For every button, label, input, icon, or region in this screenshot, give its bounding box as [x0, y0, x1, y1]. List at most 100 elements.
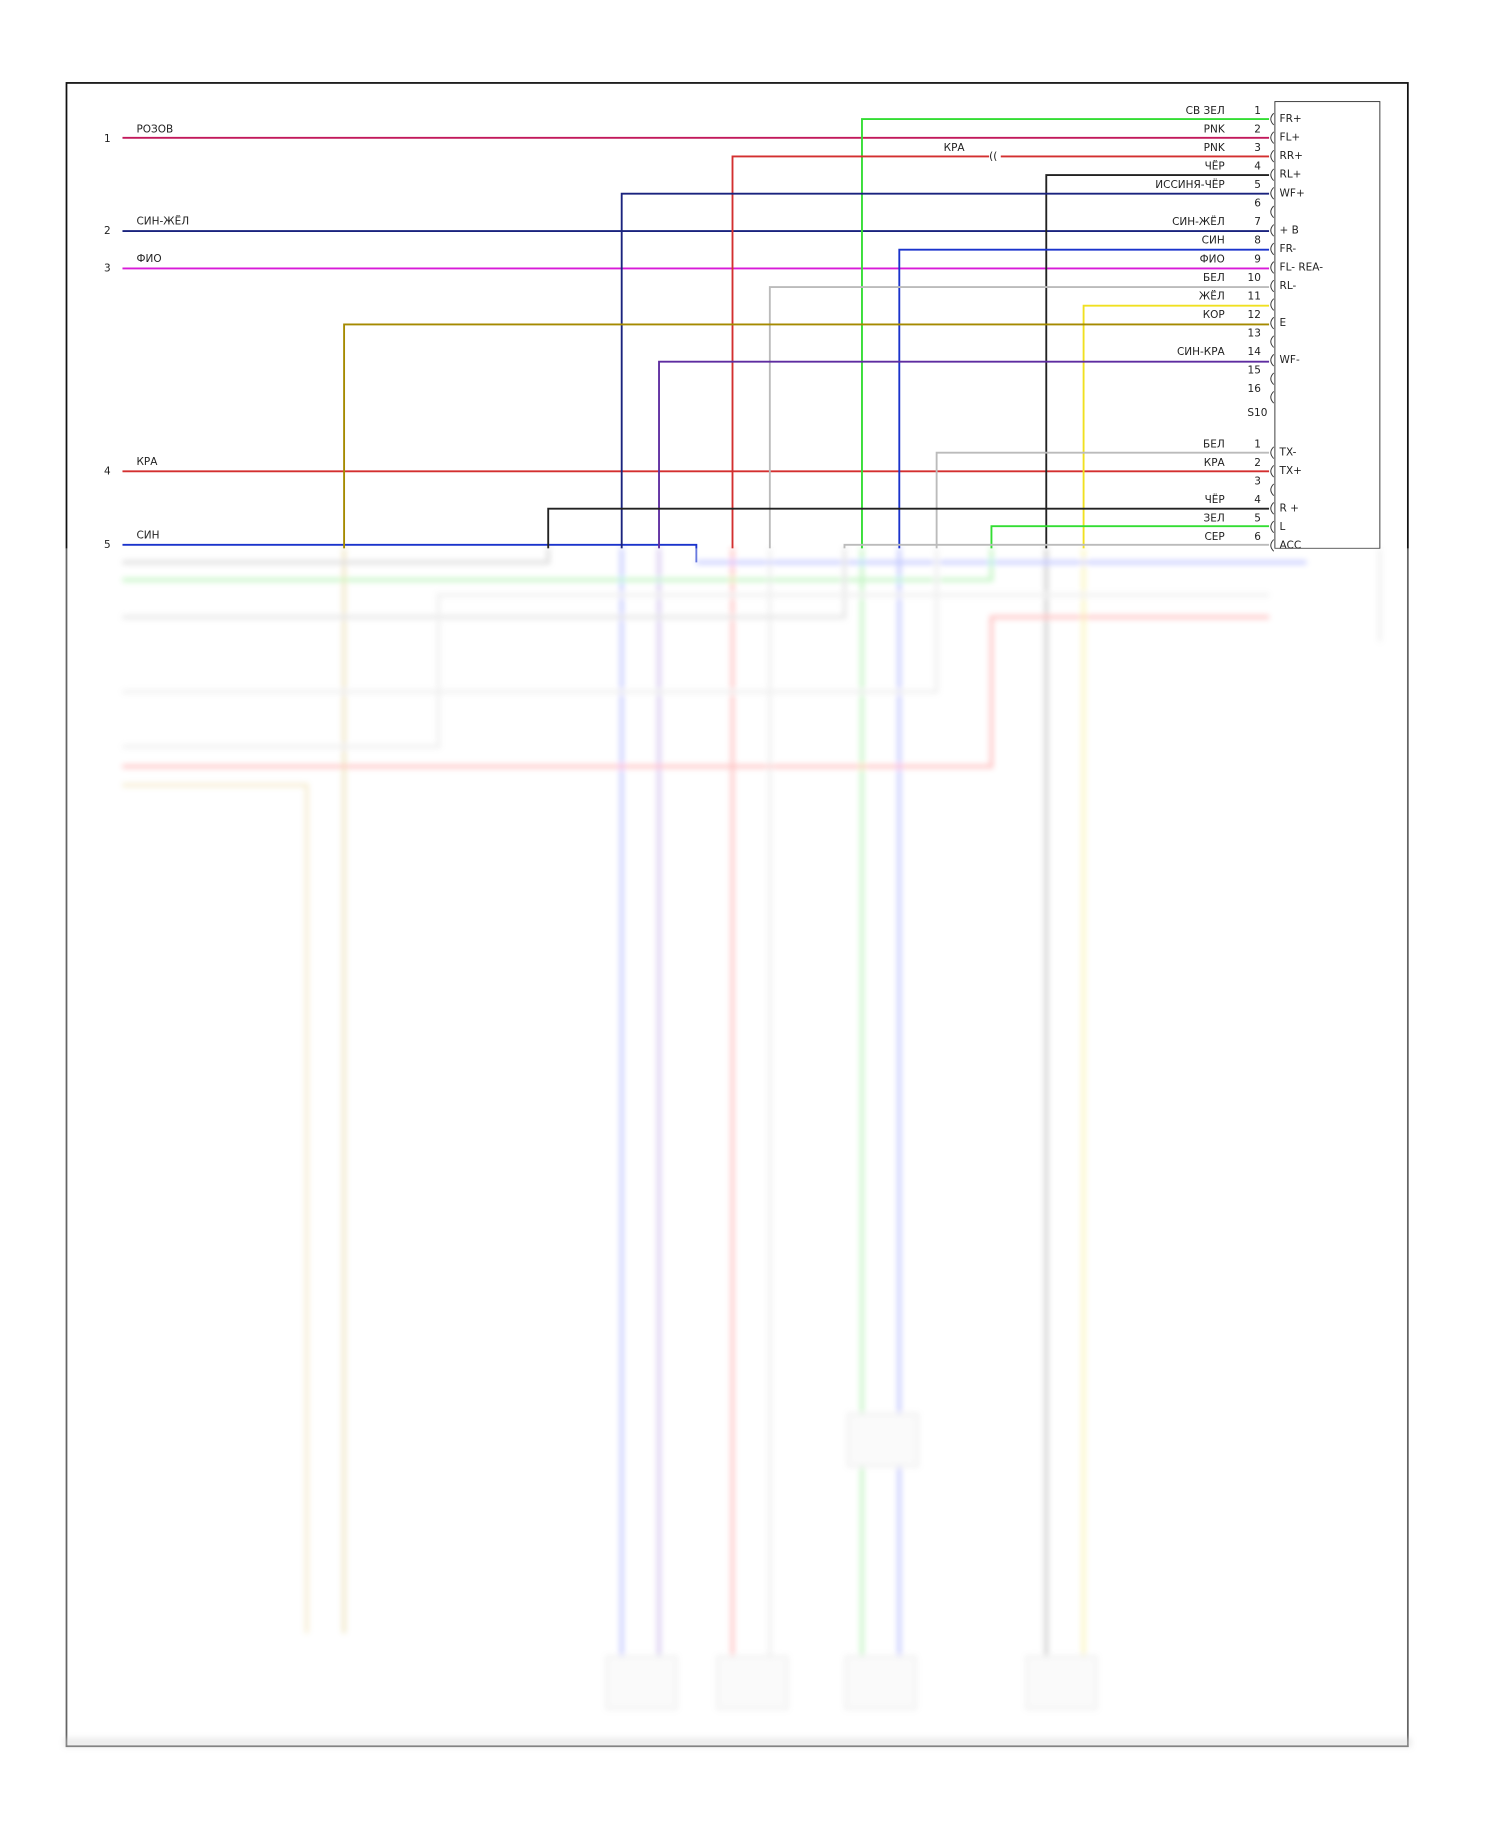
pin-number: 13 [1248, 327, 1261, 339]
connector-break: (( [989, 150, 997, 162]
wire [898, 248, 1270, 549]
pin-function: ACC [1280, 539, 1302, 551]
pin-function: FR- [1280, 243, 1297, 255]
pin-function: RL+ [1280, 169, 1302, 181]
wire [843, 543, 1270, 549]
pin-wire: ЗЕЛ [1203, 513, 1224, 525]
pin-wire: PNK [1204, 142, 1226, 154]
pin-number: 5 [1254, 179, 1261, 191]
left-pin-label: СИН-ЖЁЛ [136, 215, 189, 228]
pin-socket [1270, 520, 1275, 534]
pin-socket [1270, 279, 1275, 293]
pin-wire: ЧЁР [1205, 493, 1225, 506]
pin-number: 7 [1254, 216, 1261, 228]
left-pin-number: 3 [104, 262, 111, 274]
pin-number: 12 [1248, 309, 1261, 321]
pin-number: 3 [1254, 476, 1261, 488]
pin-function: R + [1280, 502, 1299, 514]
pin-number: 4 [1254, 161, 1261, 173]
left-pin-label: РОЗОВ [136, 124, 173, 136]
blurred-component [847, 1413, 919, 1467]
pin-function: L [1280, 521, 1286, 533]
pin-number: 8 [1254, 235, 1261, 247]
wire [122, 543, 698, 563]
left-pin-number: 1 [104, 133, 111, 145]
pin-socket [1270, 131, 1275, 144]
pin-number: 1 [1254, 439, 1261, 451]
left-pin-number: 2 [104, 225, 111, 237]
blurred-component [845, 1655, 917, 1710]
pin-wire: СИН-ЖЁЛ [1172, 215, 1225, 228]
pin-wire: СИН [1202, 235, 1225, 247]
pin-socket [1270, 391, 1275, 404]
pin-function: FL+ [1280, 132, 1301, 144]
pin-number: 2 [1254, 123, 1261, 135]
wire [1045, 174, 1270, 549]
connector-box [1274, 101, 1381, 549]
pin-wire: ЖЁЛ [1199, 289, 1225, 302]
pin-socket [1270, 242, 1275, 256]
wire [547, 507, 1270, 549]
pin-socket [1270, 112, 1275, 126]
pin-number: 15 [1248, 365, 1261, 377]
pin-socket [1270, 187, 1275, 200]
pin-socket [1270, 316, 1275, 330]
pin-number: 4 [1254, 494, 1261, 506]
pin-socket [1270, 205, 1275, 218]
pin-wire: КОР [1203, 309, 1225, 321]
pin-socket [1270, 446, 1275, 459]
pin-socket [1270, 354, 1275, 367]
connector-name: S10 [1247, 407, 1267, 419]
pin-socket [1270, 502, 1275, 515]
left-pin-label: КРА [136, 456, 158, 468]
blurred-bottom [64, 1738, 1412, 1748]
pin-wire: ЧЁР [1205, 160, 1225, 173]
pin-socket [1270, 483, 1275, 496]
pin-wire: БЕЛ [1203, 439, 1225, 451]
blurred-component [1025, 1655, 1098, 1710]
pin-socket [1270, 335, 1275, 348]
pin-socket [1270, 150, 1275, 163]
pin-function: E [1280, 317, 1287, 329]
wire [861, 118, 1270, 549]
blurred-wire [122, 615, 1270, 769]
pin-socket [1270, 224, 1275, 237]
pin-function: WF+ [1280, 187, 1305, 199]
wire [990, 525, 1270, 549]
pin-number: 10 [1248, 272, 1261, 284]
pin-function: WF- [1280, 354, 1300, 366]
pin-function: RL- [1280, 280, 1297, 292]
wire [343, 323, 1270, 549]
pin-number: 9 [1254, 253, 1261, 265]
splice-label: КРА [944, 142, 966, 154]
left-pin-number: 4 [104, 465, 111, 477]
pin-number: 2 [1254, 457, 1261, 469]
pin-wire: ИССИНЯ-ЧЁР [1155, 178, 1224, 191]
pin-number: 3 [1254, 142, 1261, 154]
pin-socket [1270, 168, 1275, 181]
blurred-area [64, 548, 1412, 1748]
wire [620, 192, 1270, 549]
pin-socket [1270, 539, 1275, 552]
pin-socket [1270, 298, 1275, 311]
pin-number: 6 [1254, 531, 1261, 543]
pin-wire: СИН-КРА [1177, 346, 1226, 358]
left-pin-number: 5 [104, 539, 111, 551]
pin-function: TX- [1279, 447, 1297, 459]
pin-function: + B [1280, 224, 1299, 236]
pin-function: FR+ [1280, 113, 1302, 125]
wire [768, 286, 1270, 549]
pin-wire: СЕР [1204, 531, 1224, 543]
blurred-wire [122, 783, 309, 1634]
pin-number: 14 [1248, 346, 1262, 358]
pin-number: 6 [1254, 198, 1261, 210]
left-pin-label: СИН [136, 530, 159, 542]
pin-wire: ФИО [1200, 253, 1225, 265]
pin-function: RR+ [1280, 150, 1303, 162]
pin-socket [1270, 261, 1275, 274]
wires [122, 118, 1270, 563]
pin-wire: БЕЛ [1203, 272, 1225, 284]
blurred-wire [122, 593, 1270, 749]
blurred-wire [122, 548, 550, 565]
